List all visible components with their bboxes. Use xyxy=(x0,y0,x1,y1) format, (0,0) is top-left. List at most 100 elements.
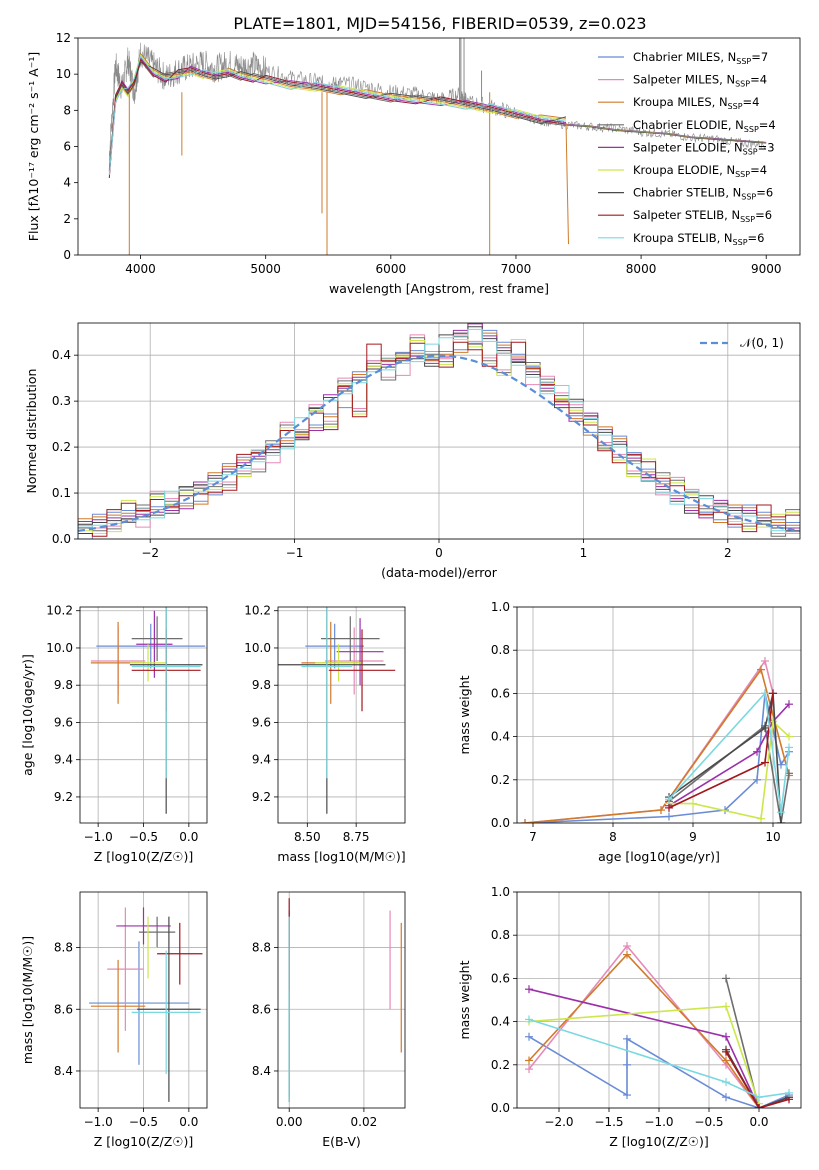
x-axis-label: Z [log10(Z/Z☉)] xyxy=(94,849,194,864)
y-tick-label: 10 xyxy=(56,67,71,81)
mass-weight-line xyxy=(668,691,790,813)
age-vs-mass-panel: 8.50 8.75 9.2 9.4 9.6 9.8 10.0 10.2 mass [log10(… xyxy=(244,604,406,864)
y-tick-label: 6 xyxy=(63,140,71,154)
x-tick-label: 2 xyxy=(724,546,732,560)
axes-frame xyxy=(77,37,801,256)
y-axis-label: mass weight xyxy=(457,675,472,754)
y-axis-label: Normed distribution xyxy=(24,369,39,494)
x-tick-label: 6000 xyxy=(376,262,407,276)
y-tick-label: 0.2 xyxy=(491,773,510,787)
mass-weight-line xyxy=(528,953,760,1108)
legend-entry-count: =3 xyxy=(758,140,775,154)
y-tick-label: 9.6 xyxy=(54,715,73,729)
x-tick-label: 0.0 xyxy=(179,1115,198,1129)
y-tick-label: 0.3 xyxy=(52,394,71,408)
x-tick-label: 1 xyxy=(580,546,588,560)
model-line xyxy=(108,55,567,176)
plot-area xyxy=(108,38,767,255)
mass-vs-extinction-panel: 0.00 0.02 8.4 8.6 8.8 E(B-V) xyxy=(252,891,406,1149)
mass-weight-vs-metallicity-panel: −2.0 −1.5 −1.0 −0.5 0.0 0.0 0.2 0.4 0.6 0.8 1.0 Z [… xyxy=(457,885,802,1149)
x-tick-label: −1.0 xyxy=(644,1115,673,1129)
x-tick-label: 8 xyxy=(609,830,617,844)
x-tick-label: 8000 xyxy=(626,262,657,276)
legend-entry: Kroupa STELIB, NSSP=6 xyxy=(633,231,764,247)
y-tick-label: 8.8 xyxy=(54,941,73,955)
mass-weight-line xyxy=(668,724,790,823)
x-axis-label: Z [log10(Z/Z☉)] xyxy=(609,1134,709,1149)
mass-weight-line xyxy=(668,693,782,823)
y-tick-label: 0.8 xyxy=(491,928,510,942)
legend-subscript: SSP xyxy=(735,170,750,179)
y-tick-label: 10.2 xyxy=(244,604,271,618)
ticks: 4000 5000 6000 7000 8000 9000 0 2 4 6 8 10 12 xyxy=(56,31,782,276)
legend-entry-count: =7 xyxy=(751,50,768,64)
y-tick-label: 10.0 xyxy=(244,641,271,655)
y-tick-label: 0.6 xyxy=(491,686,510,700)
ticks: 7 8 9 10 0.0 0.2 0.4 0.6 0.8 1.0 xyxy=(491,600,781,844)
plot-area xyxy=(525,942,793,1108)
x-axis-label: E(B-V) xyxy=(322,1134,361,1149)
legend-subscript: SSP xyxy=(743,147,758,156)
model-line xyxy=(108,58,567,179)
x-tick-label: 8.50 xyxy=(294,830,321,844)
mass-weight-line xyxy=(528,1018,790,1099)
legend-entry-count: =4 xyxy=(743,95,760,109)
x-tick-label: 9000 xyxy=(751,262,782,276)
x-tick-label: 0.02 xyxy=(351,1115,378,1129)
y-tick-label: 9.6 xyxy=(252,715,271,729)
y-tick-label: 0.6 xyxy=(491,971,510,985)
mass-weight-line xyxy=(668,703,790,807)
legend-subscript: SSP xyxy=(733,238,748,247)
x-tick-label: 9 xyxy=(689,830,697,844)
y-tick-label: 9.4 xyxy=(54,753,73,767)
plot-area xyxy=(90,607,206,814)
y-tick-label: 0.2 xyxy=(52,440,71,454)
axes-frame xyxy=(277,606,406,824)
ticks: 8.50 8.75 9.2 9.4 9.6 9.8 10.0 10.2 xyxy=(244,604,369,844)
x-tick-label: 0.0 xyxy=(749,1115,768,1129)
x-tick-label: 4000 xyxy=(125,262,156,276)
y-axis-label: age [log10(age/yr)] xyxy=(20,654,35,776)
model-line-extended xyxy=(565,124,767,144)
x-tick-label: 10 xyxy=(765,830,780,844)
x-axis-label: wavelength [Angstrom, rest frame] xyxy=(329,281,549,296)
legend-entry-count: =6 xyxy=(748,231,765,245)
x-tick-label: 0.00 xyxy=(276,1115,303,1129)
x-tick-label: 0 xyxy=(435,546,443,560)
y-tick-label: 9.8 xyxy=(252,678,271,692)
ticks: −1.0 −0.5 0.0 8.4 8.6 8.8 xyxy=(54,941,198,1129)
spectrum-panel: 4000 5000 6000 7000 8000 9000 0 2 4 6 8 10 12 wavelen… xyxy=(26,31,801,296)
y-tick-label: 0.0 xyxy=(52,532,71,546)
plot-area xyxy=(78,323,800,539)
y-tick-label: 8.6 xyxy=(252,1002,271,1016)
legend-entry: 𝒩(0, 1) xyxy=(740,336,784,350)
ticks: −2 −1 0 1 2 0.0 0.1 0.2 0.3 0.4 xyxy=(52,348,732,560)
ticks: −2.0 −1.5 −1.0 −0.5 0.0 0.0 0.2 0.4 0.6 0.8 1.0 xyxy=(491,885,769,1129)
x-tick-label: −1.5 xyxy=(594,1115,623,1129)
y-tick-label: 0.4 xyxy=(491,730,510,744)
legend-entry: Kroupa ELODIE, NSSP=4 xyxy=(633,163,767,179)
mass-weight-line xyxy=(725,1051,790,1108)
legend-subscript: SSP xyxy=(728,102,743,111)
y-tick-label: 8.4 xyxy=(54,1064,73,1078)
legend-entry-count: =4 xyxy=(750,163,767,177)
y-tick-label: 1.0 xyxy=(491,600,510,614)
axes-frame xyxy=(277,891,406,1109)
x-axis-label: (data-model)/error xyxy=(381,565,498,580)
legend-entry-count: =4 xyxy=(750,73,767,87)
y-tick-label: 9.2 xyxy=(54,790,73,804)
plot-area xyxy=(278,607,396,814)
legend-subscript: SSP xyxy=(736,57,751,66)
y-tick-label: 0.0 xyxy=(491,816,510,830)
model-edge xyxy=(565,122,570,245)
x-tick-label: 5000 xyxy=(250,262,281,276)
x-tick-label: 7000 xyxy=(501,262,532,276)
y-tick-label: 9.2 xyxy=(252,790,271,804)
legend-entry: Salpeter STELIB, NSSP=6 xyxy=(633,208,772,224)
y-tick-label: 0.8 xyxy=(491,643,510,657)
x-axis-label: age [log10(age/yr)] xyxy=(598,849,720,864)
legend-entry: Salpeter MILES, NSSP=4 xyxy=(633,73,767,89)
legend-entry: Salpeter ELODIE, NSSP=3 xyxy=(633,140,775,156)
y-tick-label: 0.4 xyxy=(52,348,71,362)
